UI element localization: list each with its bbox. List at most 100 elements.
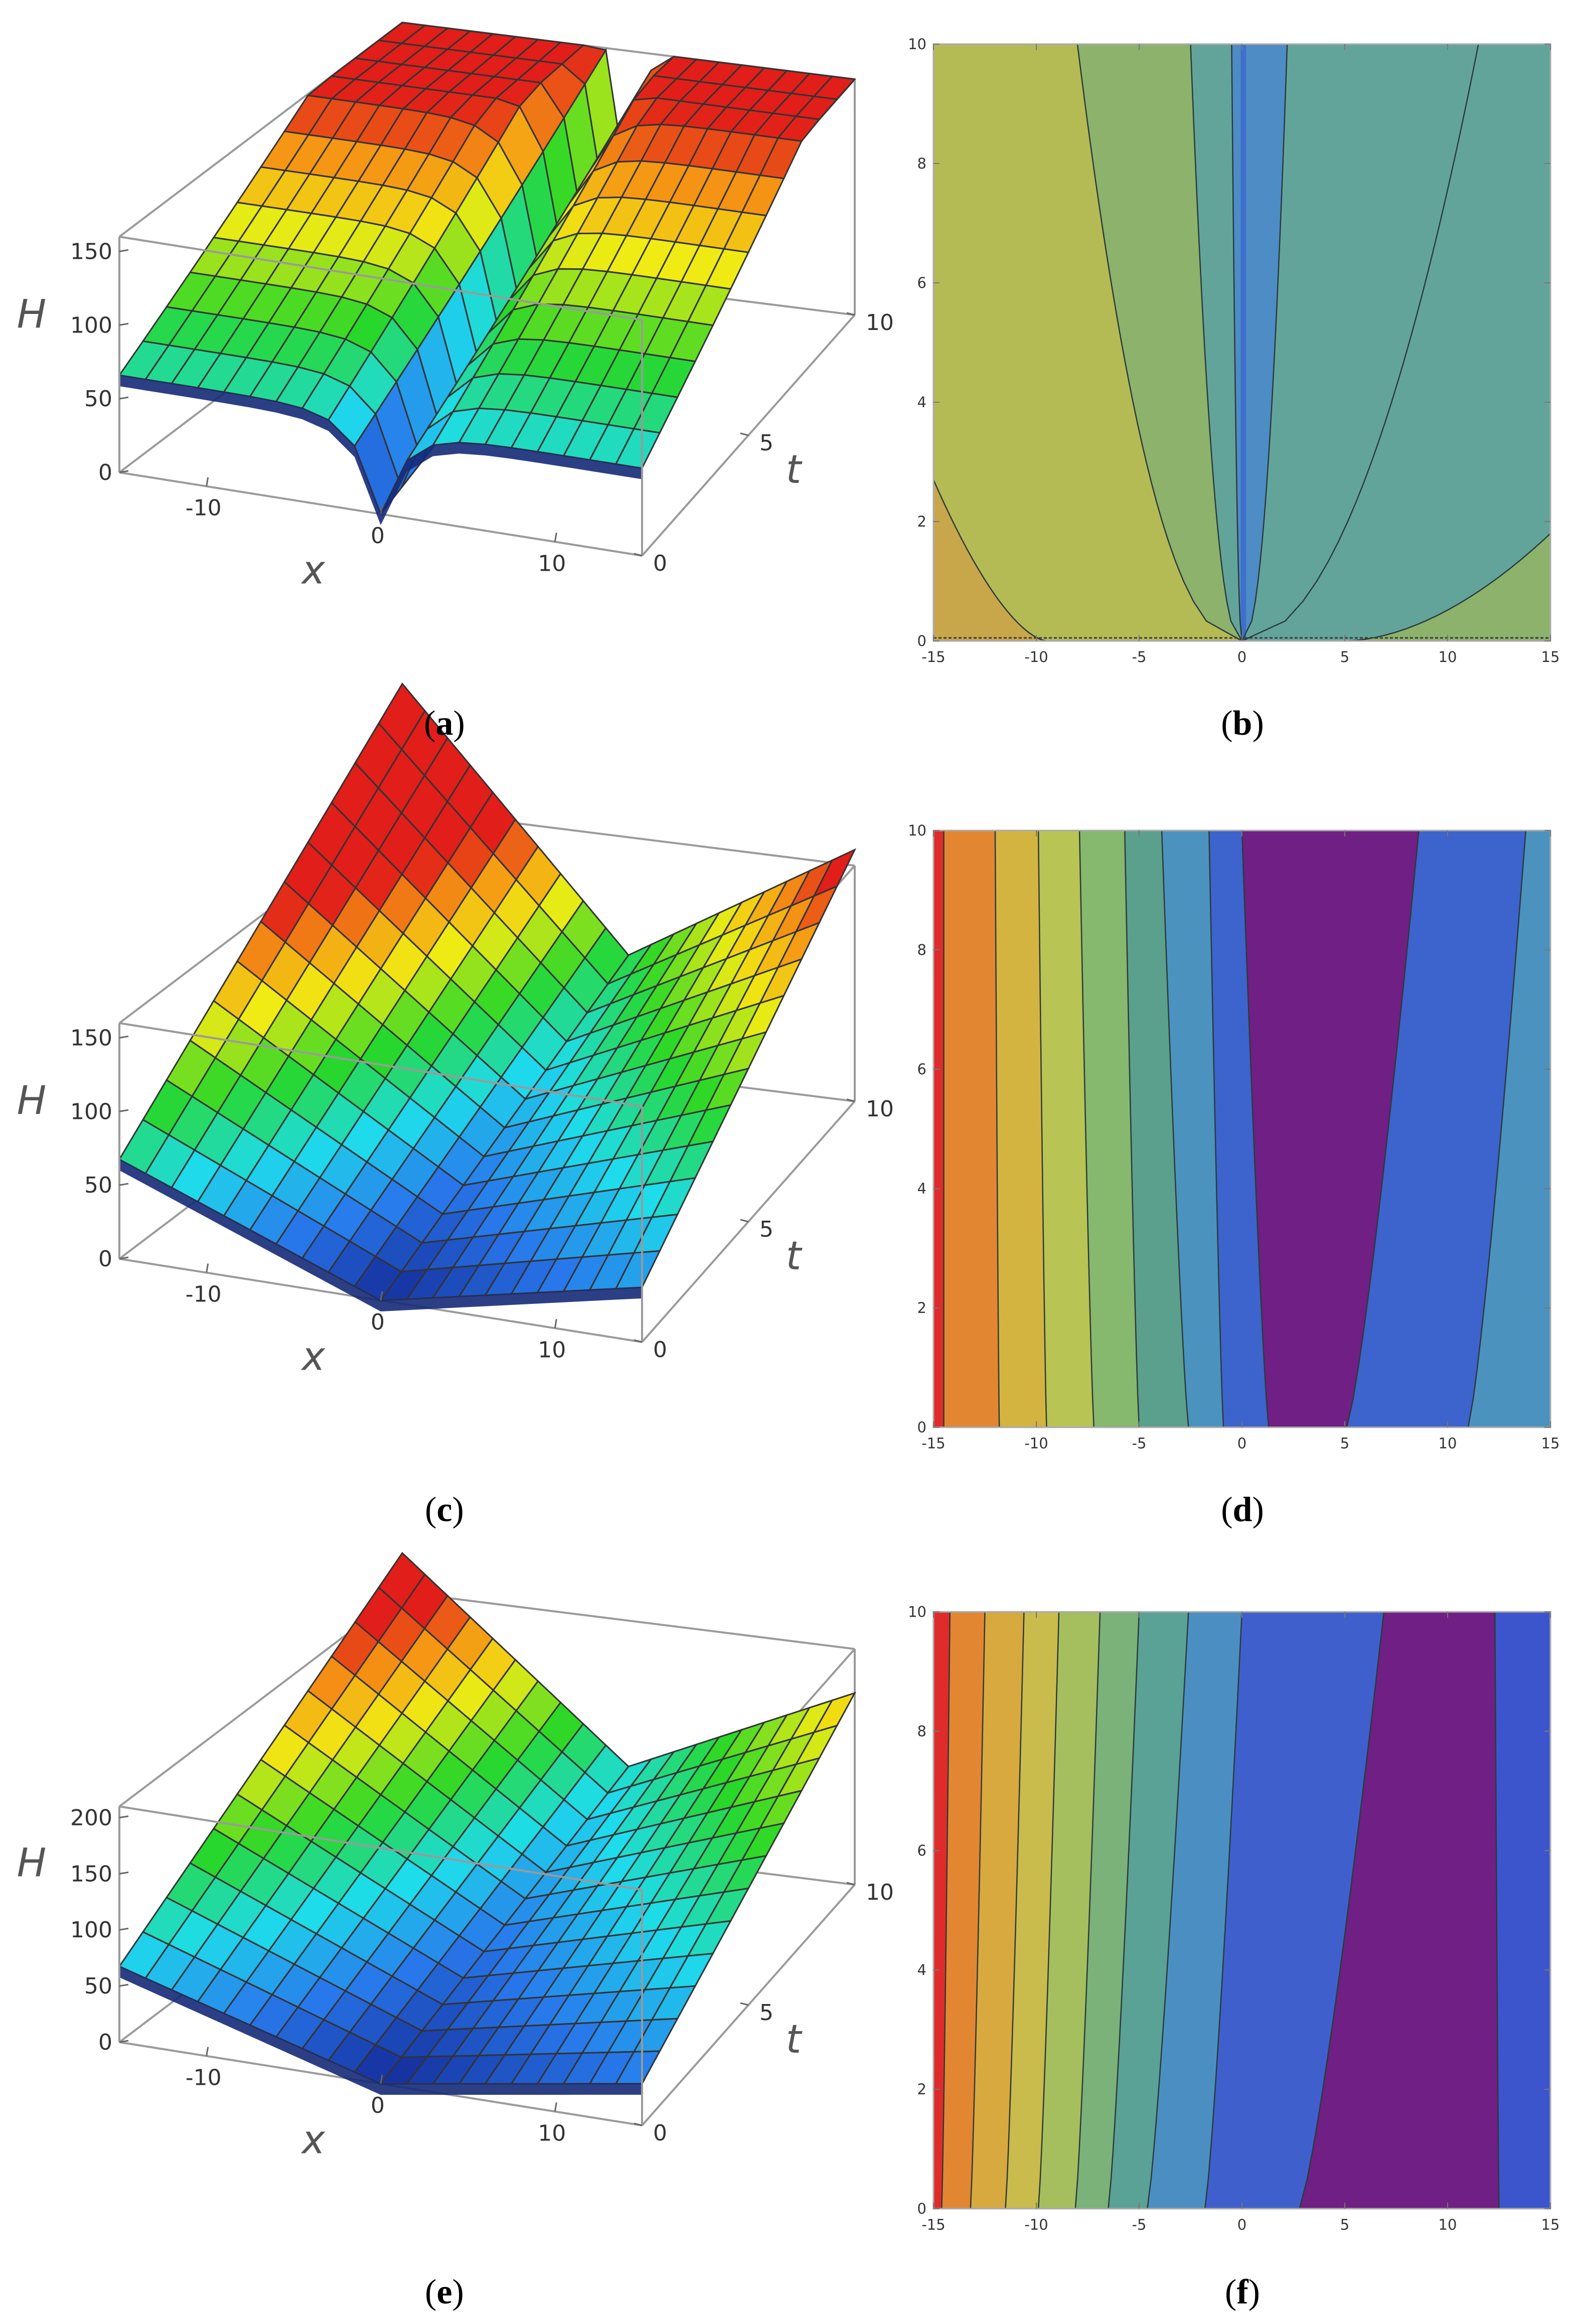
y-tick-label: 0 (917, 2200, 926, 2217)
t-tick-mark (740, 432, 749, 436)
x-tick-label: 5 (1340, 648, 1349, 666)
caption-f: (f) (1225, 2273, 1260, 2311)
t-tick-mark (846, 1098, 855, 1102)
contour-line (1005, 1612, 1025, 2209)
t-tick-mark (634, 1339, 643, 1343)
z-tick-mark (119, 2040, 129, 2043)
z-tick-label: 100 (70, 1099, 112, 1124)
contour-line (1299, 1612, 1385, 2209)
contour-bands (933, 1612, 1550, 2209)
y-tick-label: 0 (917, 1419, 926, 1436)
contour-bands (933, 831, 1550, 1427)
y-tick-label: 6 (917, 1061, 926, 1078)
y-tick-label: 2 (917, 513, 926, 530)
contour-band (1495, 1612, 1550, 2209)
contour-band (1209, 831, 1269, 1427)
contour-line (1204, 1612, 1243, 2209)
x-tick-label: -10 (186, 495, 222, 521)
z-tick-label: 100 (70, 312, 112, 338)
t-axis-label: t (786, 1234, 803, 1279)
y-tick-label: 2 (917, 2081, 926, 2098)
contour-band (1468, 831, 1550, 1427)
contour-band (941, 1612, 985, 2209)
contour-panel-d: -15 -10 -5 0 5 10 15 0 2 4 6 8 10 (908, 822, 1559, 1452)
y-tick-label: 0 (917, 632, 926, 649)
t-tick-mark (634, 553, 643, 557)
z-tick-label: 50 (84, 1173, 112, 1198)
caption-e: (e) (425, 2273, 464, 2311)
z-tick-label: 200 (70, 1805, 112, 1831)
x-axis-label: x (300, 548, 326, 593)
contour-band (1038, 831, 1094, 1427)
surface-front-edge (119, 1159, 642, 1311)
x-tick-label: -10 (1024, 1435, 1048, 1452)
x-tick-mark (380, 2074, 383, 2084)
z-tick-label: 100 (70, 1917, 112, 1943)
contour-line (1037, 1612, 1060, 2209)
z-tick-mark (119, 1035, 129, 1039)
contour-line (1161, 831, 1189, 1427)
t-tick-label: 0 (653, 551, 667, 576)
z-tick-label: 0 (98, 460, 112, 485)
contour-line (1241, 44, 1479, 641)
x-tick-label: 10 (1439, 2216, 1457, 2233)
x-tick-label: 10 (1439, 1435, 1457, 1452)
contour-band (1347, 831, 1526, 1427)
contour-line (1208, 831, 1224, 1427)
contour-band (944, 831, 1000, 1427)
contour-line (970, 1612, 986, 2209)
x-tick-mark (206, 1263, 209, 1273)
contour-band (1038, 1612, 1101, 2209)
x-tick-label: -5 (1132, 1435, 1147, 1452)
z-tick-label: 0 (98, 1246, 112, 1272)
x-tick-label: 15 (1541, 1435, 1560, 1452)
contour-band (970, 1612, 1024, 2209)
contour-plots: -15 -10 -5 0 5 10 15 0 2 4 6 8 10 -15 -10 -5 0 5 10 15 0 2 4 6 8… (908, 36, 1559, 2233)
caption-d-letter: d (1233, 1490, 1252, 1529)
contour-line (1037, 831, 1047, 1427)
contour-bands (933, 44, 1550, 641)
y-tick-label: 10 (908, 36, 926, 53)
x-tick-label: 5 (1340, 2216, 1349, 2233)
contour-band (1125, 831, 1189, 1427)
x-tick-label: 0 (1237, 648, 1246, 666)
x-tick-label: 0 (371, 523, 385, 549)
caption-a-letter: a (436, 704, 453, 743)
t-tick-label: 10 (866, 1880, 894, 1905)
x-tick-label: 0 (371, 1309, 385, 1335)
t-tick-mark (846, 1882, 855, 1886)
y-tick-label: 6 (917, 1842, 926, 1859)
caption-b: (b) (1221, 704, 1264, 743)
caption-a: (a) (424, 704, 465, 743)
caption-c-letter: c (436, 1490, 452, 1529)
z-tick-mark (119, 1815, 129, 1818)
contour-band (1299, 1612, 1499, 2209)
x-tick-label: 0 (1237, 2216, 1246, 2233)
contour-line (1467, 831, 1527, 1427)
contour-line (1344, 533, 1550, 641)
z-tick-label: 150 (70, 239, 112, 264)
t-axis-label: t (786, 447, 803, 492)
surface-cell (614, 1250, 661, 1290)
t-tick-label: 0 (653, 2120, 667, 2146)
x-tick-mark (554, 533, 557, 542)
t-tick-mark (634, 2122, 643, 2126)
x-tick-label: 10 (538, 1337, 566, 1363)
t-axis-label: t (786, 2017, 803, 2062)
contour-band (1190, 44, 1242, 641)
contour-band (933, 479, 1047, 641)
z-tick-mark (119, 1871, 129, 1875)
contour-line (1241, 44, 1288, 641)
contour-band (933, 44, 1242, 641)
contour-band (1005, 1612, 1059, 2209)
x-tick-label: 0 (371, 2093, 385, 2118)
y-tick-label: 4 (917, 1961, 926, 1978)
x-tick-label: -10 (1024, 2216, 1048, 2233)
t-tick-mark (846, 312, 855, 316)
z-tick-label: 50 (84, 386, 112, 412)
z-tick-label: 50 (84, 1973, 112, 1999)
z-tick-mark (119, 396, 129, 400)
